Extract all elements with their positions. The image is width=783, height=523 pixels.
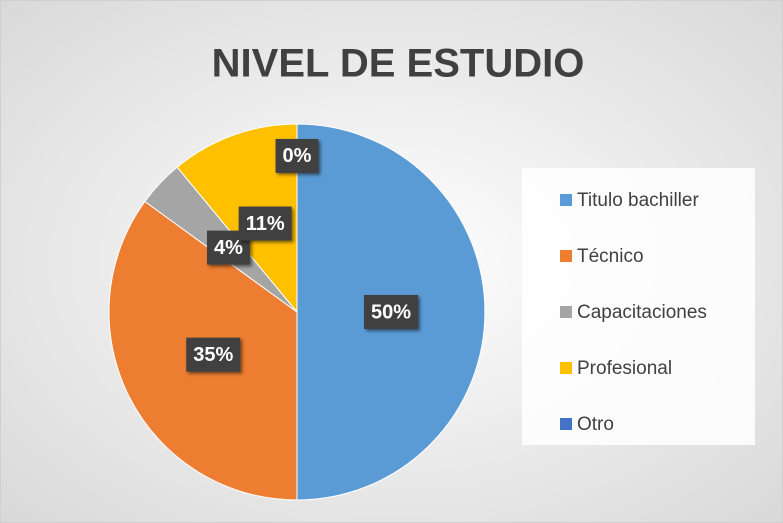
legend-swatch [560, 362, 572, 374]
legend-label: Titulo bachiller [577, 190, 699, 211]
legend-label: Técnico [577, 246, 644, 267]
data-label-box [275, 138, 319, 173]
data-label-text: 0% [283, 145, 312, 167]
legend-swatch [560, 250, 572, 262]
legend-label: Profesional [577, 358, 672, 379]
data-label-box [238, 206, 292, 241]
data-label-text: 11% [246, 213, 285, 235]
data-label-text: 4% [214, 237, 243, 259]
data-label-text: 50% [371, 301, 411, 323]
data-label: 50% [363, 295, 419, 329]
legend-swatch [560, 194, 572, 206]
data-label-text: 35% [193, 344, 233, 366]
data-label-box [186, 337, 241, 372]
pie-slice [176, 123, 298, 314]
chart-title: NIVEL DE ESTUDIO [212, 42, 585, 86]
legend-label: Otro [577, 414, 614, 435]
legend-swatch [560, 306, 572, 318]
data-label: 0% [275, 138, 319, 173]
data-label-box [363, 295, 419, 329]
data-label: 11% [238, 206, 292, 241]
legend-label: Capacitaciones [577, 302, 707, 323]
legend-swatch [560, 418, 572, 430]
data-label: 35% [186, 337, 241, 372]
